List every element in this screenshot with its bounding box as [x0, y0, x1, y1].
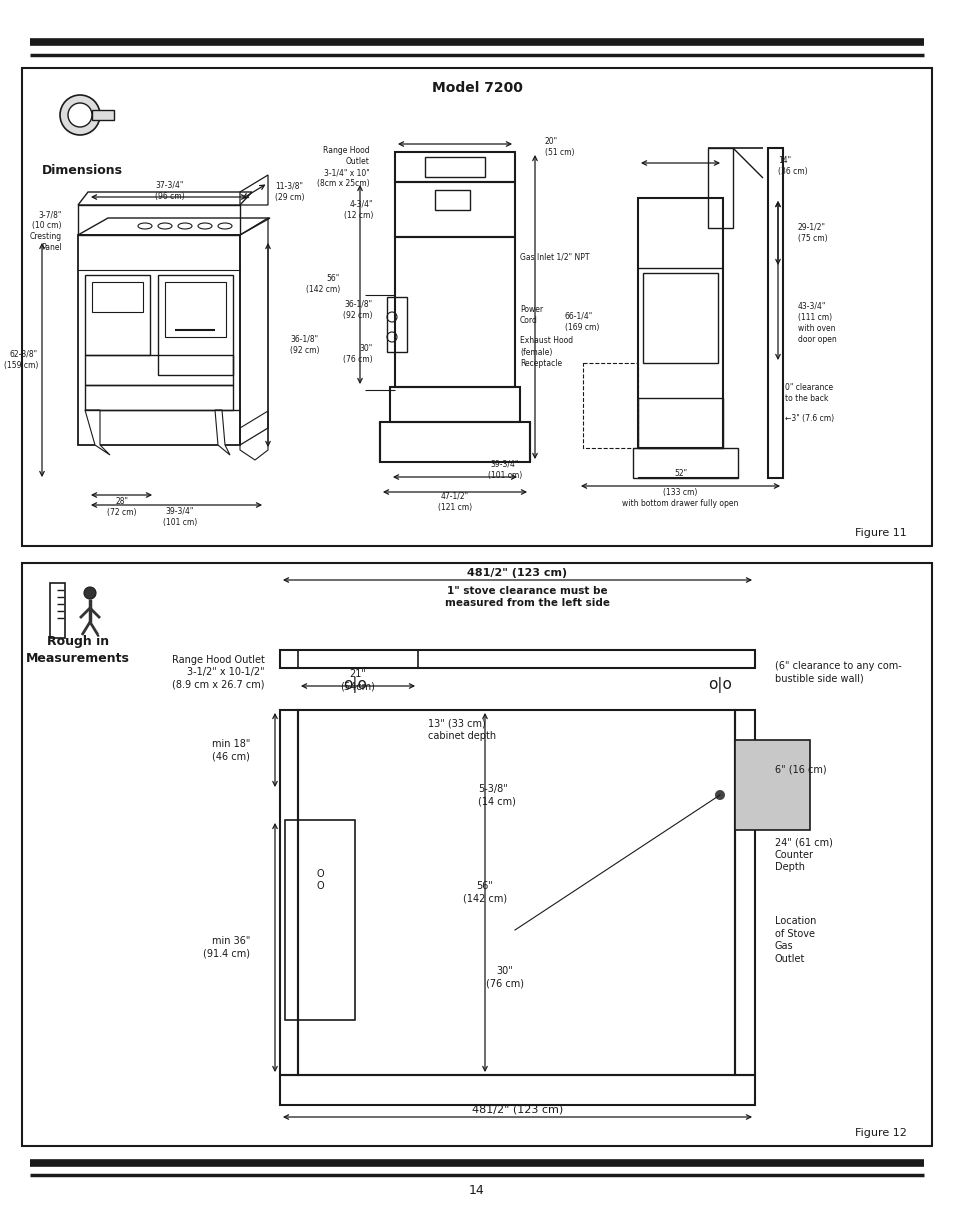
Bar	[285, 820, 355, 1020]
Text: 4-3/4"
(12 cm): 4-3/4" (12 cm)	[343, 200, 373, 220]
Bar	[379, 422, 530, 462]
Bar	[395, 182, 515, 237]
Text: 56"
(142 cm): 56" (142 cm)	[462, 881, 507, 903]
Bar	[424, 157, 484, 177]
Text: 14"
(36 cm): 14" (36 cm)	[778, 156, 807, 176]
Text: Figure 11: Figure 11	[854, 527, 906, 538]
Text: 3-7/8"
(10 cm)
Cresting
Panel: 3-7/8" (10 cm) Cresting Panel	[30, 210, 62, 252]
Text: min 18"
(46 cm): min 18" (46 cm)	[212, 739, 250, 762]
Bar	[85, 275, 150, 355]
Circle shape	[714, 791, 724, 800]
Text: 52": 52"	[673, 468, 686, 478]
Bar	[633, 448, 738, 478]
Bar	[435, 189, 470, 210]
Text: 39-3/4"
(101 cm): 39-3/4" (101 cm)	[487, 460, 521, 480]
Text: 14: 14	[469, 1184, 484, 1197]
Bar	[280, 1075, 754, 1104]
Text: Range Hood Outlet
3-1/2" x 10-1/2"
(8.9 cm x 26.7 cm): Range Hood Outlet 3-1/2" x 10-1/2" (8.9 …	[172, 654, 265, 689]
Text: o|o: o|o	[343, 677, 367, 693]
Text: 36-1/8"
(92 cm): 36-1/8" (92 cm)	[290, 336, 319, 355]
Bar	[91, 282, 143, 311]
Text: 24" (61 cm)
Counter
Depth: 24" (61 cm) Counter Depth	[774, 838, 832, 873]
Text: 481/2" (123 cm): 481/2" (123 cm)	[467, 568, 567, 578]
Bar	[395, 152, 515, 182]
Text: 66-1/4"
(169 cm): 66-1/4" (169 cm)	[564, 311, 598, 332]
Circle shape	[60, 95, 100, 135]
Bar	[280, 710, 297, 1075]
Text: 0" clearance
to the back: 0" clearance to the back	[784, 383, 832, 403]
Text: 1" stove clearance must be
measured from the left side: 1" stove clearance must be measured from…	[444, 585, 609, 608]
Polygon shape	[85, 410, 110, 455]
Text: 47-1/2"
(121 cm): 47-1/2" (121 cm)	[437, 492, 472, 512]
Bar	[707, 148, 732, 228]
Bar	[297, 651, 417, 667]
Bar	[642, 273, 718, 363]
Bar	[158, 275, 233, 375]
Text: 28"
(72 cm): 28" (72 cm)	[107, 497, 136, 517]
Text: 56"
(142 cm): 56" (142 cm)	[305, 274, 339, 295]
Bar	[297, 710, 734, 1075]
Text: o|o: o|o	[707, 677, 731, 693]
Text: 481/2" (123 cm): 481/2" (123 cm)	[472, 1104, 562, 1115]
Circle shape	[84, 587, 96, 599]
Bar	[387, 297, 407, 352]
Text: 37-3/4"
(96 cm): 37-3/4" (96 cm)	[155, 181, 185, 202]
Bar	[22, 562, 931, 1145]
Bar	[638, 398, 722, 448]
Text: O
O: O O	[315, 869, 323, 891]
Text: 20"
(51 cm): 20" (51 cm)	[544, 136, 574, 157]
Text: 13" (33 cm)
cabinet depth: 13" (33 cm) cabinet depth	[428, 719, 496, 741]
Bar	[22, 68, 931, 546]
Bar	[85, 355, 233, 385]
Text: Exhaust Hood
(female)
Receptacle: Exhaust Hood (female) Receptacle	[519, 337, 573, 368]
Bar	[734, 740, 809, 830]
Text: (6" clearance to any com-
bustible side wall): (6" clearance to any com- bustible side …	[774, 660, 901, 683]
Text: 30"
(76 cm): 30" (76 cm)	[343, 344, 373, 365]
Text: 36-1/8"
(92 cm): 36-1/8" (92 cm)	[343, 301, 373, 320]
Text: Gas Inlet 1/2" NPT: Gas Inlet 1/2" NPT	[519, 252, 589, 262]
Text: (133 cm)
with bottom drawer fully open: (133 cm) with bottom drawer fully open	[621, 488, 738, 508]
Text: Power
Cord: Power Cord	[519, 305, 542, 325]
Polygon shape	[214, 410, 230, 455]
Bar	[165, 282, 226, 337]
Text: Location
of Stove
Gas
Outlet: Location of Stove Gas Outlet	[774, 916, 816, 963]
Text: 21"
(54cm): 21" (54cm)	[340, 669, 375, 692]
Text: Model 7200: Model 7200	[431, 81, 522, 95]
Text: 29-1/2"
(75 cm): 29-1/2" (75 cm)	[797, 223, 827, 243]
Text: 11-3/8"
(29 cm): 11-3/8" (29 cm)	[274, 182, 304, 202]
Text: Dimensions: Dimensions	[42, 163, 122, 176]
Bar	[734, 710, 754, 1075]
Text: 43-3/4"
(111 cm)
with oven
door open: 43-3/4" (111 cm) with oven door open	[797, 302, 836, 344]
Text: Rough in
Measurements: Rough in Measurements	[26, 636, 130, 665]
Circle shape	[68, 103, 91, 127]
Bar	[638, 198, 722, 448]
Text: Figure 12: Figure 12	[854, 1129, 906, 1138]
Text: 62-3/8"
(159 cm): 62-3/8" (159 cm)	[4, 350, 38, 371]
Text: 5-3/8"
(14 cm): 5-3/8" (14 cm)	[477, 783, 516, 806]
Bar	[91, 110, 113, 119]
Text: min 36"
(91.4 cm): min 36" (91.4 cm)	[203, 935, 250, 958]
Text: 30"
(76 cm): 30" (76 cm)	[485, 966, 523, 989]
Bar	[767, 148, 782, 478]
Text: ←3" (7.6 cm): ←3" (7.6 cm)	[784, 414, 833, 422]
Bar	[50, 583, 65, 639]
Bar	[78, 235, 240, 445]
Bar	[395, 237, 515, 387]
Bar	[85, 385, 233, 410]
Text: 6" (16 cm): 6" (16 cm)	[774, 765, 825, 775]
Bar	[280, 651, 754, 667]
Bar	[390, 387, 519, 422]
Text: 39-3/4"
(101 cm): 39-3/4" (101 cm)	[163, 507, 197, 527]
Text: Range Hood
Outlet
3-1/4" x 10"
(8cm x 25cm): Range Hood Outlet 3-1/4" x 10" (8cm x 25…	[317, 146, 370, 188]
